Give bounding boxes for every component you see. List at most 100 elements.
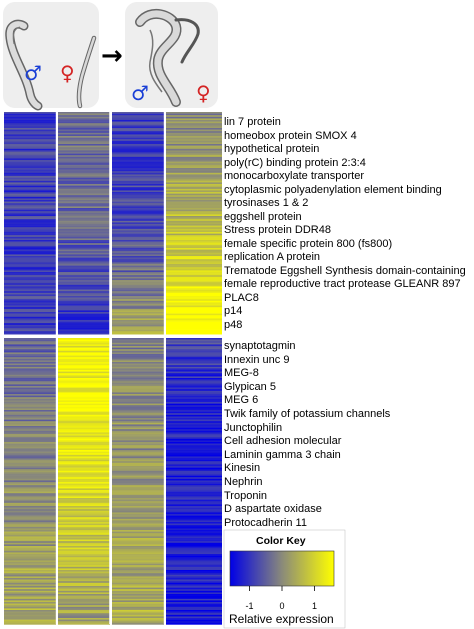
heatmap-cell: [58, 236, 110, 239]
heatmap-cell: [112, 142, 164, 145]
heatmap-cell: [112, 273, 164, 276]
heatmap-cell: [4, 565, 56, 568]
heatmap-cell: [58, 276, 110, 279]
heatmap-cell: [112, 509, 164, 512]
heatmap-cell: [4, 618, 56, 620]
heatmap-cell: [166, 499, 222, 502]
heatmap-cell: [4, 462, 56, 465]
heatmap-cell: [58, 445, 110, 448]
heatmap-cell: [58, 129, 110, 132]
heatmap-cell: [58, 608, 110, 611]
heatmap-cell: [4, 474, 56, 476]
heatmap-cell: [4, 115, 56, 118]
heatmap-cell: [112, 316, 164, 319]
heatmap-cell: [58, 248, 110, 250]
heatmap-cell: [112, 464, 164, 467]
heatmap-cell: [112, 291, 164, 294]
heatmap-cell: [58, 278, 110, 281]
heatmap-cell: [112, 164, 164, 167]
heatmap-cell: [4, 493, 56, 496]
heatmap-cell: [4, 182, 56, 185]
heatmap-cell: [58, 275, 110, 278]
heatmap-cell: [58, 217, 110, 220]
heatmap-cell: [58, 341, 110, 344]
heatmap-cell: [166, 474, 222, 476]
heatmap-cell: [58, 467, 110, 470]
heatmap-cell: [4, 354, 56, 356]
heatmap-cell: [4, 212, 56, 215]
heatmap-cell: [166, 608, 222, 611]
heatmap-cell: [112, 554, 164, 556]
heatmap-cell: [58, 152, 110, 154]
heatmap-cell: [4, 308, 56, 311]
heatmap-cell: [166, 341, 222, 344]
heatmap-cell: [112, 365, 164, 368]
heatmap-cell: [166, 381, 222, 384]
unpaired-male-symbol: ♂: [24, 61, 42, 85]
heatmap-cell: [166, 456, 222, 459]
heatmap-cell: [4, 176, 56, 178]
heatmap-cell: [4, 339, 56, 342]
heatmap-cell: [58, 571, 110, 574]
heatmap-cell: [4, 142, 56, 145]
heatmap-cell: [166, 442, 222, 444]
heatmap-cell: [58, 485, 110, 488]
heatmap-cell: [58, 509, 110, 512]
heatmap-cell: [58, 606, 110, 609]
heatmap-cell: [166, 413, 222, 416]
heatmap-cell: [166, 204, 222, 207]
heatmap-cell: [58, 507, 110, 510]
heatmap-cell: [4, 280, 56, 282]
heatmap-cell: [166, 478, 222, 481]
heatmap-cell: [58, 292, 110, 295]
heatmap-cell: [166, 166, 222, 169]
heatmap-cell: [166, 169, 222, 172]
heatmap-cell: [112, 278, 164, 281]
heatmap-cell: [112, 363, 164, 366]
heatmap-cell: [112, 241, 164, 244]
heatmap-cell: [112, 177, 164, 180]
heatmap-cell: [58, 374, 110, 377]
heatmap-cell: [4, 313, 56, 316]
heatmap-cell: [58, 581, 110, 584]
heatmap-cell: [58, 614, 110, 617]
heatmap-cell: [58, 177, 110, 180]
heatmap-cell: [112, 590, 164, 593]
heatmap-cell: [112, 451, 164, 454]
heatmap-cell: [166, 235, 222, 238]
heatmap-cell: [58, 137, 110, 140]
heatmap-cell: [112, 582, 164, 585]
heatmap-cell: [58, 438, 110, 441]
heatmap-cell: [4, 378, 56, 380]
heatmap-cell: [58, 419, 110, 422]
heatmap-cell: [112, 341, 164, 344]
heatmap-cell: [166, 422, 222, 425]
heatmap-cell: [4, 589, 56, 592]
heatmap-cell: [58, 536, 110, 539]
heatmap-cell: [58, 171, 110, 174]
heatmap-cell: [112, 211, 164, 214]
transition-arrow: →: [101, 41, 123, 71]
heatmap-cell: [166, 160, 222, 162]
heatmap-cell: [166, 308, 222, 311]
heatmap-cell: [112, 386, 164, 388]
heatmap-cell: [166, 260, 222, 263]
heatmap-cell: [112, 240, 164, 242]
gene-label: Innexin unc 9: [224, 353, 290, 366]
heatmap-cell: [4, 424, 56, 427]
heatmap-cell: [58, 360, 110, 363]
heatmap-cell: [4, 203, 56, 206]
heatmap-cell: [58, 338, 110, 340]
heatmap-cell: [58, 558, 110, 561]
heatmap-cell: [112, 331, 164, 334]
heatmap-cell: [58, 565, 110, 568]
heatmap-cell: [58, 429, 110, 432]
heatmap-cell: [4, 208, 56, 210]
color-key-ticks: [249, 586, 315, 591]
heatmap-cell: [4, 155, 56, 158]
heatmap-cell: [166, 464, 222, 467]
heatmap-cell: [166, 462, 222, 465]
heatmap-cell: [112, 360, 164, 363]
heatmap-cell: [166, 339, 222, 342]
heatmap-cell: [166, 566, 222, 569]
